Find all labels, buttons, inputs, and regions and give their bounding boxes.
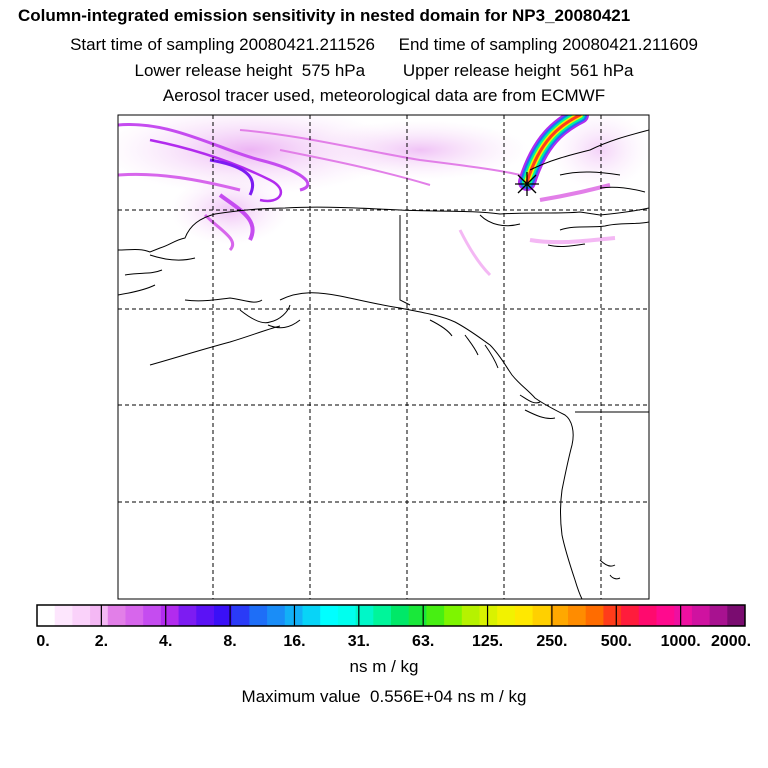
colorbar-cell — [355, 605, 374, 626]
colorbar-tick-label: 8. — [223, 633, 237, 650]
colorbar-cell — [568, 605, 587, 626]
colorbar-cell — [621, 605, 640, 626]
colorbar-tick-label: 2000. — [710, 633, 752, 650]
asterisk-icon — [515, 172, 539, 196]
colorbar-cell — [143, 605, 162, 626]
colorbar-units: ns m / kg — [349, 657, 419, 676]
colorbar-cell — [337, 605, 357, 626]
colorbar-cell — [479, 605, 498, 626]
maximum-value: Maximum value 0.556E+04 ns m / kg — [241, 687, 527, 706]
colorbar-cell — [37, 605, 56, 626]
colorbar-cell — [178, 605, 197, 626]
map-frame — [117, 114, 650, 600]
colorbar-tick-label: 250. — [536, 633, 568, 650]
colorbar-cell — [72, 605, 91, 626]
colorbar-cell — [674, 605, 693, 626]
colorbar-tick-label: 500. — [600, 633, 632, 650]
release-plume — [518, 115, 589, 191]
colorbar-cell — [532, 605, 551, 626]
colorbar-tick-label: 31. — [347, 633, 370, 650]
colorbar-cell — [638, 605, 657, 626]
colorbar-cell — [426, 605, 445, 626]
colorbar-cell — [391, 605, 410, 626]
sampling-times: Start time of sampling 20080421.211526 E… — [70, 35, 698, 54]
colorbar-cell — [160, 605, 180, 626]
colorbar-cell — [585, 605, 604, 626]
colorbar-tick-label: 125. — [471, 633, 504, 650]
colorbar-cell — [373, 605, 392, 626]
map-title: Column-integrated emission sensitivity i… — [18, 6, 631, 25]
colorbar-cell — [408, 605, 427, 626]
sensitivity-field — [118, 115, 649, 277]
colorbar-cell — [107, 605, 126, 626]
tracer-info: Aerosol tracer used, meteorological data… — [162, 86, 606, 105]
colorbar-cell — [691, 605, 711, 626]
colorbar-cell — [302, 605, 321, 626]
colorbar-cell — [656, 605, 675, 626]
colorbar-cell — [90, 605, 109, 626]
colorbar-tick-label: 1000. — [660, 633, 701, 650]
colorbar-cell — [709, 605, 728, 626]
colorbar-cell — [444, 605, 463, 626]
colorbar-tick-label: 16. — [283, 633, 306, 650]
colorbar-tick-label: 2. — [94, 633, 109, 650]
colorbar — [36, 604, 746, 627]
colorbar-cell — [514, 605, 534, 626]
colorbar-cell — [320, 605, 339, 626]
colorbar-cell — [196, 605, 215, 626]
colorbar-cell — [249, 605, 268, 626]
release-heights: Lower release height 575 hPa Upper relea… — [134, 61, 634, 80]
colorbar-cell — [267, 605, 286, 626]
colorbar-cell — [214, 605, 233, 626]
colorbar-cell — [603, 605, 622, 626]
colorbar-cell — [550, 605, 569, 626]
colorbar-cell — [54, 605, 73, 626]
colorbar-cell — [461, 605, 480, 626]
colorbar-cell — [727, 605, 746, 626]
colorbar-tick-label: 4. — [159, 633, 173, 650]
colorbar-cell — [125, 605, 144, 626]
emission-sensitivity-map — [117, 114, 650, 600]
colorbar-tick-label: 0. — [36, 633, 50, 650]
graticule — [118, 115, 649, 599]
colorbar-cell — [497, 605, 516, 626]
colorbar-cell — [231, 605, 250, 626]
coastlines — [118, 129, 649, 599]
colorbar-tick-label: 63. — [412, 633, 435, 650]
